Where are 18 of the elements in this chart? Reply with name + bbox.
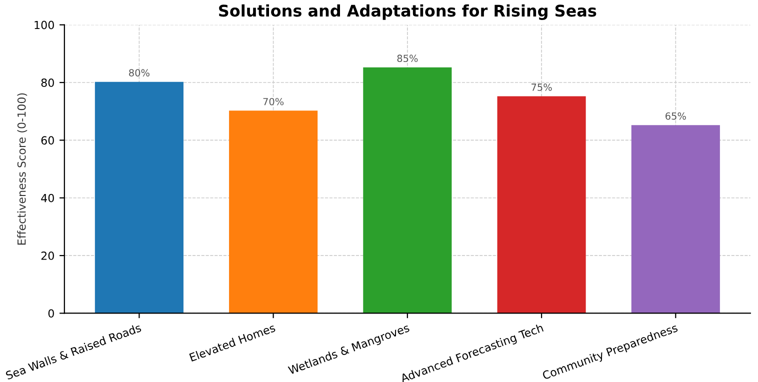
y-tick-label: 0 [48,309,54,318]
data-label: 80% [129,69,150,76]
y-tick-label: 60 [41,136,54,145]
bar [94,82,184,314]
y-tick-label: 80 [41,78,54,87]
bar [631,125,720,314]
bar [229,110,318,314]
data-label: 85% [397,54,418,62]
y-axis-title: Effectiveness Score (0-100) [17,93,28,245]
data-label: 70% [263,98,284,106]
data-label: 75% [532,84,552,91]
chart-title: Solutions and Adaptations for Rising Seas [219,4,596,20]
y-tick-label: 100 [34,20,54,30]
bar [363,67,452,314]
y-tick-label: 40 [41,194,54,202]
y-tick-label: 20 [41,252,54,260]
data-label: 65% [666,112,686,120]
bar [497,96,586,314]
